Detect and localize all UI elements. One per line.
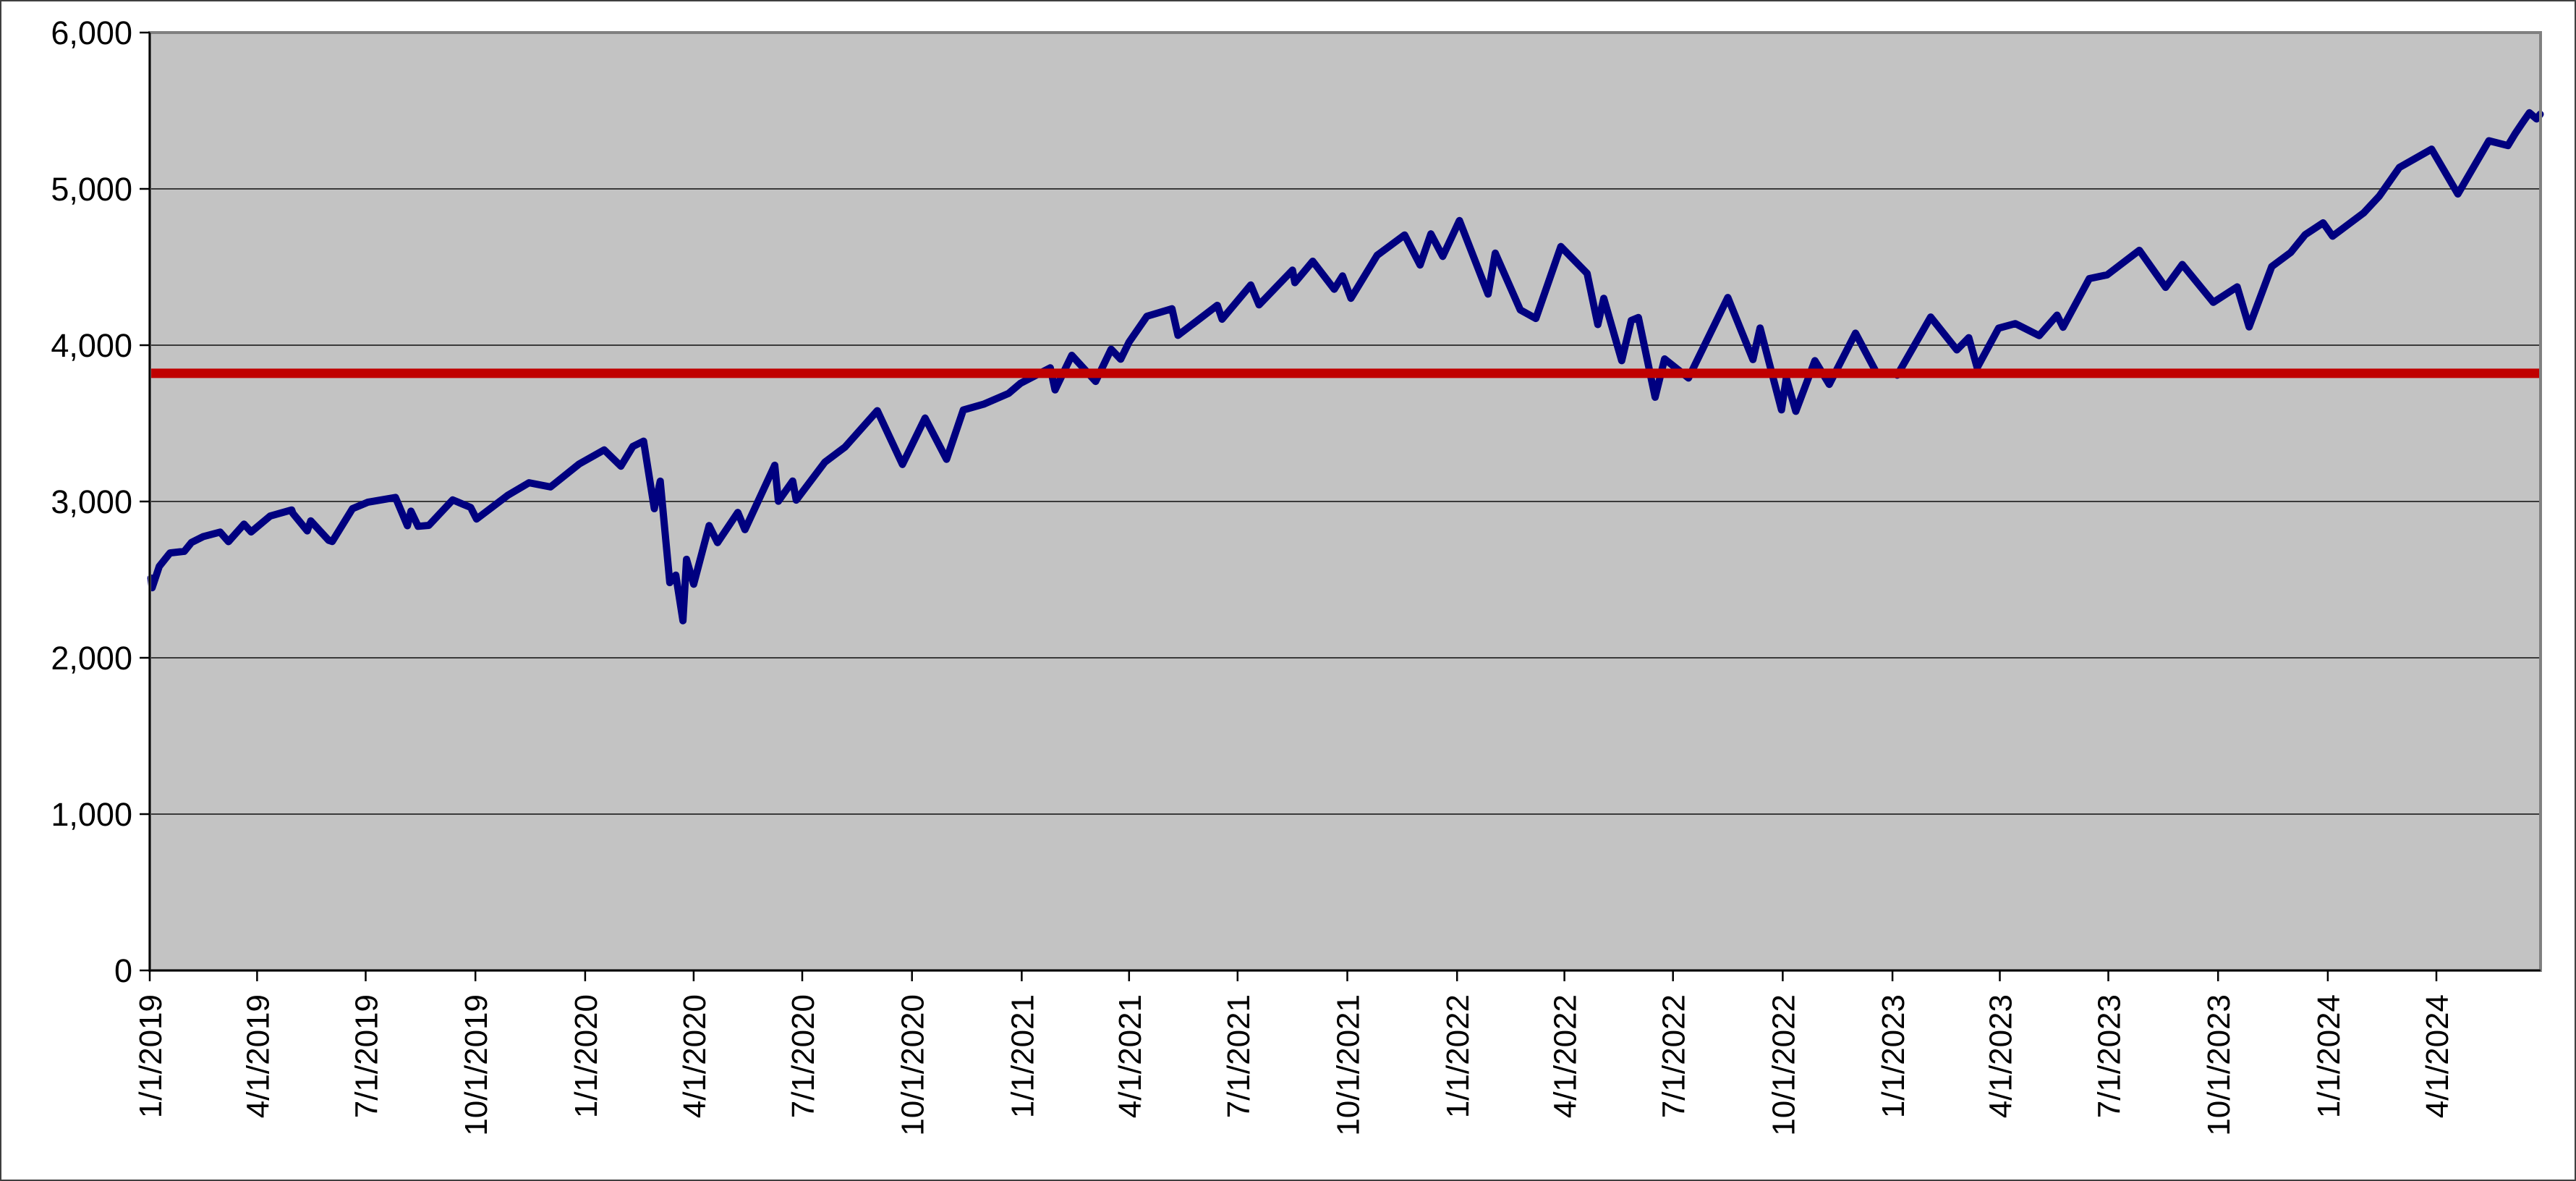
x-tick-label: 4/1/2023 [1984, 994, 2019, 1118]
x-tick-label: 7/1/2021 [1221, 994, 1257, 1118]
x-tick-label: 1/1/2023 [1876, 994, 1911, 1118]
x-tick-label: 10/1/2020 [896, 994, 931, 1136]
y-tick-label: 6,000 [51, 14, 132, 51]
x-tick-label: 1/1/2022 [1440, 994, 1476, 1118]
x-tick-label: 10/1/2022 [1766, 994, 1801, 1136]
x-tick-label: 4/1/2019 [240, 994, 276, 1118]
x-tick-label: 1/1/2021 [1005, 994, 1040, 1118]
x-tick-label: 1/1/2024 [2311, 994, 2347, 1118]
x-tick-label: 1/1/2020 [569, 994, 604, 1118]
x-tick-label: 10/1/2021 [1331, 994, 1366, 1136]
axes-group [140, 31, 2542, 981]
gridlines-group [150, 188, 2541, 815]
x-tick-label: 7/1/2023 [2092, 994, 2127, 1118]
y-tick-label: 2,000 [51, 640, 132, 677]
x-tick-label: 10/1/2023 [2201, 994, 2237, 1136]
x-tick-label: 7/1/2019 [349, 994, 385, 1118]
x-tick-label: 4/1/2021 [1113, 994, 1148, 1118]
y-tick-label: 4,000 [51, 327, 132, 364]
y-tick-label: 1,000 [51, 796, 132, 833]
x-tick-label: 4/1/2022 [1548, 994, 1584, 1118]
y-tick-label: 0 [114, 952, 132, 989]
price-line [147, 109, 2544, 625]
y-tick-label: 3,000 [51, 483, 132, 520]
x-tick-labels-group: 1/1/2019 4/1/2019 7/1/2019 10/1/2019 1/1/202… [133, 994, 2455, 1136]
series-group [147, 109, 2544, 625]
x-tick-label: 4/1/2024 [2420, 994, 2455, 1118]
y-tick-labels-group: 0 1,000 2,000 3,000 4,000 5,000 6,000 [51, 14, 132, 989]
y-tick-label: 5,000 [51, 171, 132, 208]
x-tick-label: 1/1/2019 [133, 994, 169, 1118]
x-tick-label: 7/1/2022 [1657, 994, 1692, 1118]
x-tick-label: 4/1/2020 [677, 994, 713, 1118]
x-tick-label: 10/1/2019 [459, 994, 494, 1136]
x-tick-label: 7/1/2020 [786, 994, 821, 1118]
